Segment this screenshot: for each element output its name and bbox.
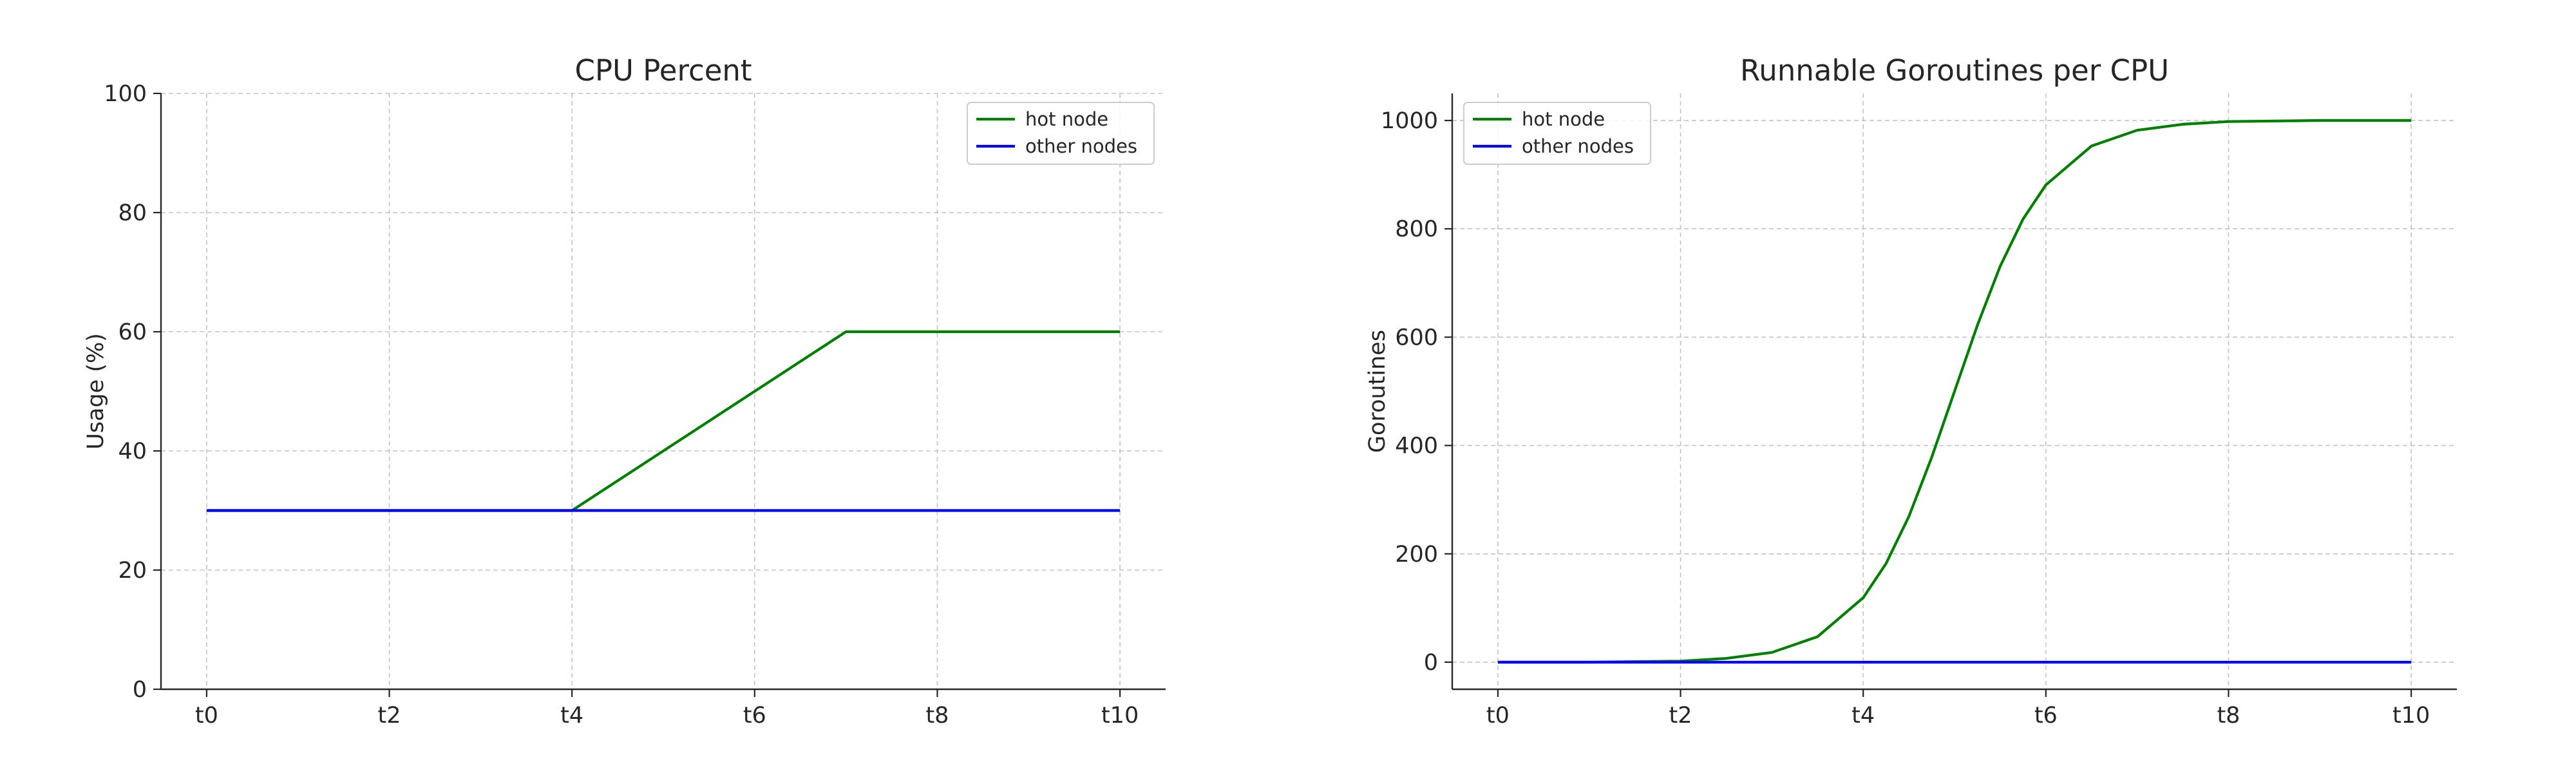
y-tick-label: 800	[1395, 216, 1438, 242]
x-tick-label: t8	[2217, 703, 2240, 729]
x-tick-label: t6	[2034, 703, 2058, 729]
y-tick-label: 0	[133, 677, 147, 703]
y-tick-label: 0	[1424, 650, 1438, 676]
legend-label: other nodes	[1522, 135, 1634, 157]
chart-title: Runnable Goroutines per CPU	[1740, 53, 2169, 88]
x-tick-label: t0	[195, 703, 218, 729]
y-tick-label: 20	[118, 558, 147, 584]
legend-label: hot node	[1522, 108, 1605, 130]
x-tick-label: t4	[560, 703, 583, 729]
y-tick-label: 60	[118, 320, 147, 345]
legend-label: other nodes	[1025, 135, 1137, 157]
y-tick-label: 400	[1395, 434, 1438, 459]
x-tick-label: t6	[743, 703, 766, 729]
legend: hot node other nodes	[967, 102, 1155, 165]
x-tick-label: t2	[378, 703, 401, 729]
series-line-hot-node	[206, 330, 1121, 512]
y-tick-label: 40	[118, 439, 147, 464]
legend: hot node other nodes	[1463, 102, 1651, 165]
legend-label: hot node	[1025, 108, 1108, 130]
x-tick-label: t10	[2392, 703, 2430, 729]
x-tick-label: t10	[1101, 703, 1139, 729]
x-tick-label: t2	[1669, 703, 1692, 729]
x-tick-label: t8	[925, 703, 949, 729]
chart-panel-1: t0 t2 t4 t6 t8 t10 0 20 40 60 80 100 CPU Percent Usag…	[83, 53, 1166, 729]
y-tick-label: 200	[1395, 542, 1438, 568]
chart-panel-2: t0 t2 t4 t6 t8 t10 0 200 400 600 800 1000 Runnable G…	[1365, 53, 2457, 729]
y-axis-label: Usage (%)	[83, 333, 109, 450]
y-tick-label: 1000	[1381, 108, 1438, 134]
y-tick-label: 600	[1395, 325, 1438, 350]
y-axis-label: Goroutines	[1365, 330, 1390, 453]
y-tick-label: 100	[104, 81, 147, 107]
y-tick-label: 80	[118, 200, 147, 226]
x-tick-label: t4	[1852, 703, 1875, 729]
x-tick-label: t0	[1486, 703, 1510, 729]
series-line-hot-node	[1497, 119, 2412, 664]
chart-title: CPU Percent	[574, 53, 752, 88]
